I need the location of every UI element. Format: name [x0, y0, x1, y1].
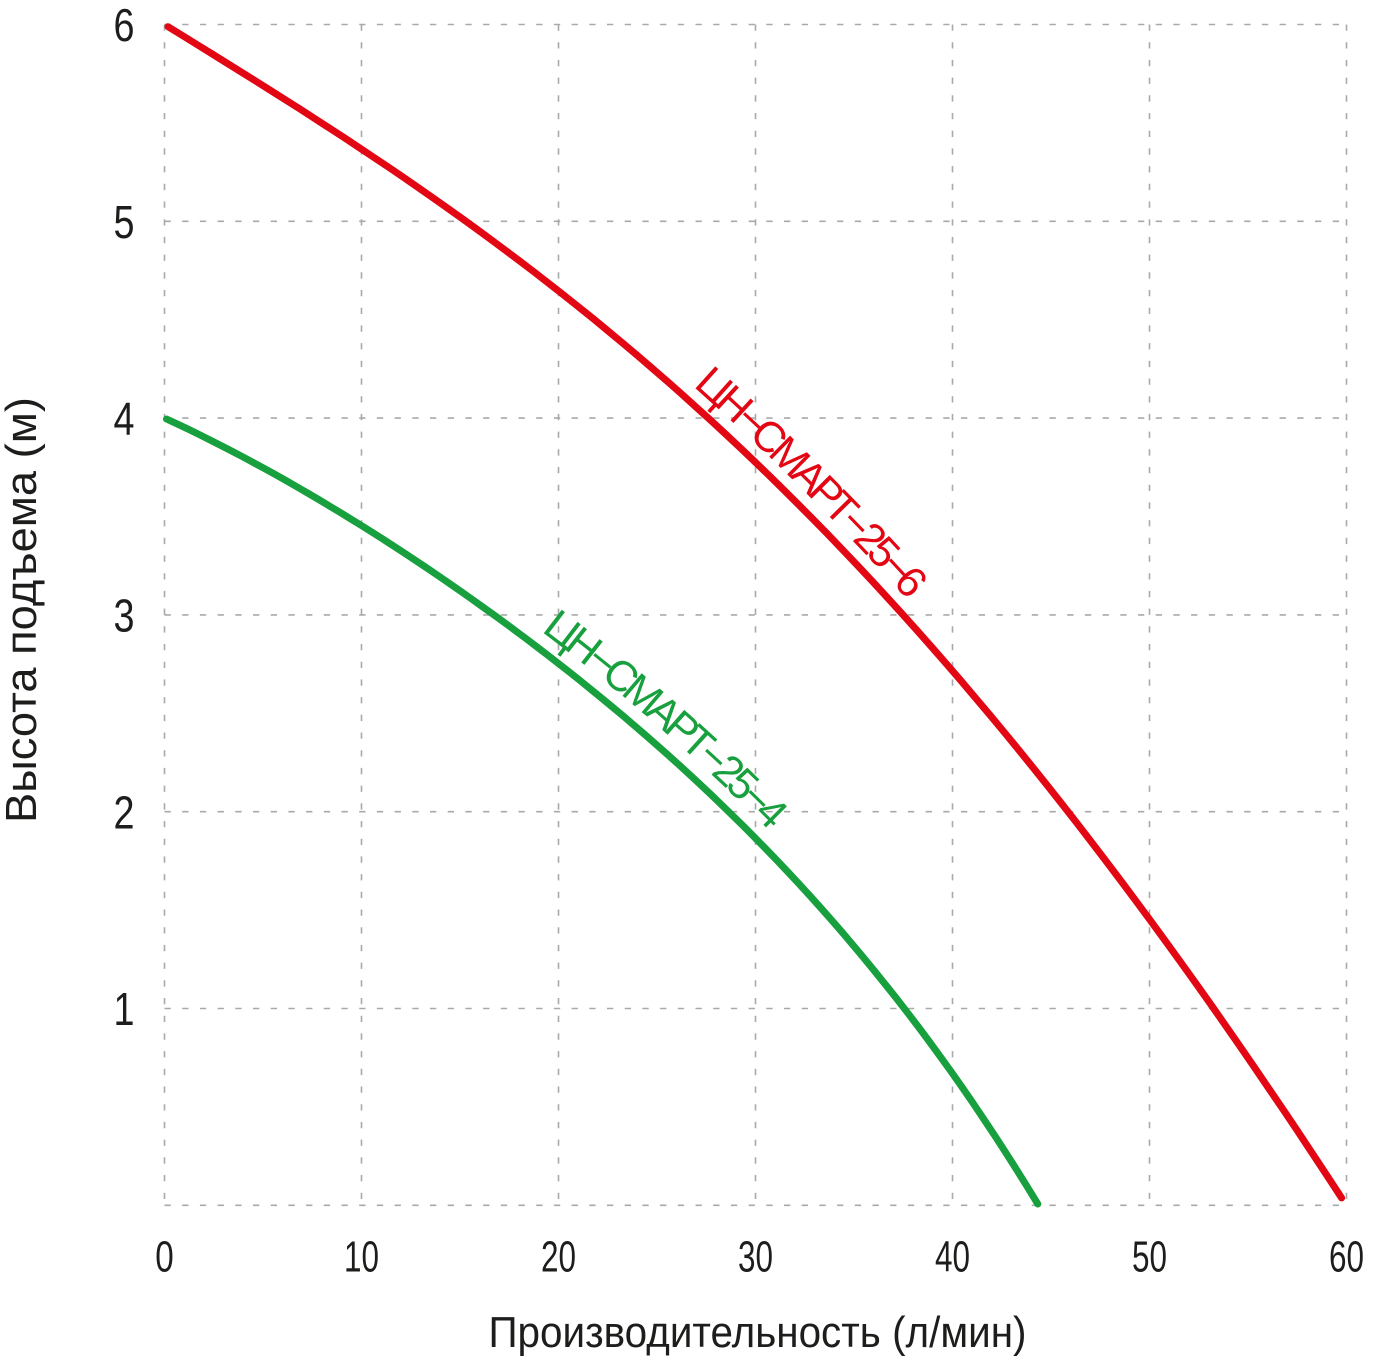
svg-text:50: 50 — [1132, 1232, 1167, 1281]
svg-text:5: 5 — [114, 196, 135, 248]
svg-text:60: 60 — [1329, 1232, 1364, 1281]
svg-text:3: 3 — [114, 590, 135, 642]
svg-text:Производительность (л/мин): Производительность (л/мин) — [489, 1308, 1027, 1357]
svg-text:40: 40 — [935, 1232, 970, 1281]
svg-text:30: 30 — [738, 1232, 773, 1281]
svg-text:20: 20 — [541, 1232, 576, 1281]
svg-text:Высота подъема (м): Высота подъема (м) — [0, 397, 46, 823]
svg-text:6: 6 — [114, 0, 135, 51]
svg-text:1: 1 — [114, 983, 135, 1035]
svg-text:4: 4 — [114, 393, 135, 445]
svg-text:0: 0 — [155, 1232, 174, 1281]
svg-text:10: 10 — [344, 1232, 379, 1281]
svg-text:2: 2 — [114, 786, 135, 838]
